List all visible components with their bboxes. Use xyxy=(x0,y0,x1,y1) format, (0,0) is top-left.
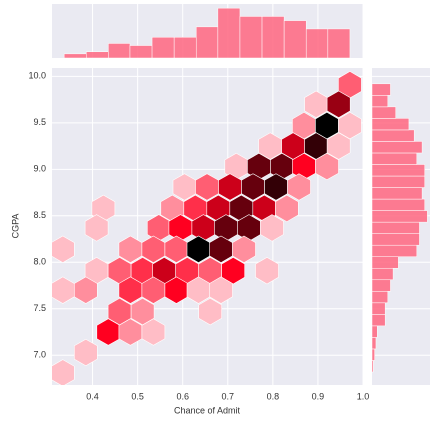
histogram-bar xyxy=(371,233,420,246)
x-tick-label: 0.4 xyxy=(86,391,99,401)
histogram-bar xyxy=(239,16,263,59)
y-tick-label: 10.0 xyxy=(28,71,46,81)
histogram-bar xyxy=(195,26,219,59)
histogram-bar xyxy=(129,45,153,59)
hexbin-cell xyxy=(198,297,222,326)
histogram-bar xyxy=(173,36,197,59)
histogram-bar xyxy=(63,53,87,59)
histogram-bar xyxy=(371,129,415,142)
histogram-bar xyxy=(86,51,109,59)
histogram-bar xyxy=(217,7,241,59)
hexbin-cell xyxy=(141,318,166,346)
y-axis-label: CGPA xyxy=(10,214,20,239)
histogram-bar xyxy=(371,95,389,108)
y-tick-label: 8.5 xyxy=(33,210,46,220)
hexbin-cell xyxy=(52,235,75,263)
histogram-bar xyxy=(371,198,425,211)
y-tick-label: 7.5 xyxy=(33,303,46,313)
hexbin-cell xyxy=(84,214,109,242)
x-tick-label: 1.0 xyxy=(357,391,370,401)
hexbin-cell xyxy=(326,90,351,118)
x-axis-label: Chance of Admit xyxy=(174,405,241,415)
histogram-bar xyxy=(283,20,307,59)
histogram-bar xyxy=(371,291,389,304)
hexbin-cell xyxy=(274,194,299,223)
histogram-bar xyxy=(151,36,175,59)
histogram-bar xyxy=(261,16,285,59)
histogram-bar xyxy=(371,106,396,119)
hexbin-cell xyxy=(315,152,339,181)
hexbin-cell xyxy=(74,276,98,304)
histogram-bar xyxy=(305,28,329,59)
histogram-bar xyxy=(108,43,131,59)
histogram-bar xyxy=(371,279,391,292)
hexbin-cell xyxy=(255,257,279,285)
histogram-bar xyxy=(327,28,351,59)
y-tick-label: 8.0 xyxy=(33,257,46,267)
x-tick-label: 0.6 xyxy=(176,391,189,401)
histogram-bar xyxy=(371,325,378,338)
hexbin-cell xyxy=(260,214,284,242)
histogram-bar xyxy=(371,118,410,131)
histogram-bar xyxy=(371,141,423,154)
histogram-bar xyxy=(371,187,423,200)
histogram-bar xyxy=(371,348,375,361)
histogram-bar xyxy=(371,244,418,257)
y-tick-label: 9.0 xyxy=(33,164,46,174)
histogram-bar xyxy=(371,267,394,281)
hexbin-cell xyxy=(326,132,351,160)
hexbin-cell xyxy=(74,338,98,367)
hexbin-cell xyxy=(287,173,311,201)
histogram-bar xyxy=(371,164,425,177)
hexbin-cell xyxy=(221,257,245,285)
y-tick-label: 9.5 xyxy=(33,117,46,127)
histogram-bar xyxy=(371,314,386,327)
histogram-bar xyxy=(371,360,374,373)
histogram-bar xyxy=(371,83,391,96)
histogram-bar xyxy=(371,210,428,223)
x-tick-label: 0.8 xyxy=(267,391,280,401)
hexbin-cell xyxy=(209,276,233,304)
x-tick-label: 0.9 xyxy=(312,391,325,401)
histogram-bar xyxy=(371,221,420,234)
x-tick-label: 0.7 xyxy=(222,391,235,401)
histogram-bar xyxy=(371,256,399,269)
histogram-bar xyxy=(371,175,425,188)
hexbin-cell xyxy=(232,235,256,263)
y-tick-label: 7.0 xyxy=(33,350,46,360)
histogram-bar xyxy=(371,152,418,165)
histogram-bar xyxy=(371,337,377,350)
hexbin-cell xyxy=(52,359,75,385)
histogram-bar xyxy=(371,302,386,315)
x-tick-label: 0.5 xyxy=(131,391,144,401)
